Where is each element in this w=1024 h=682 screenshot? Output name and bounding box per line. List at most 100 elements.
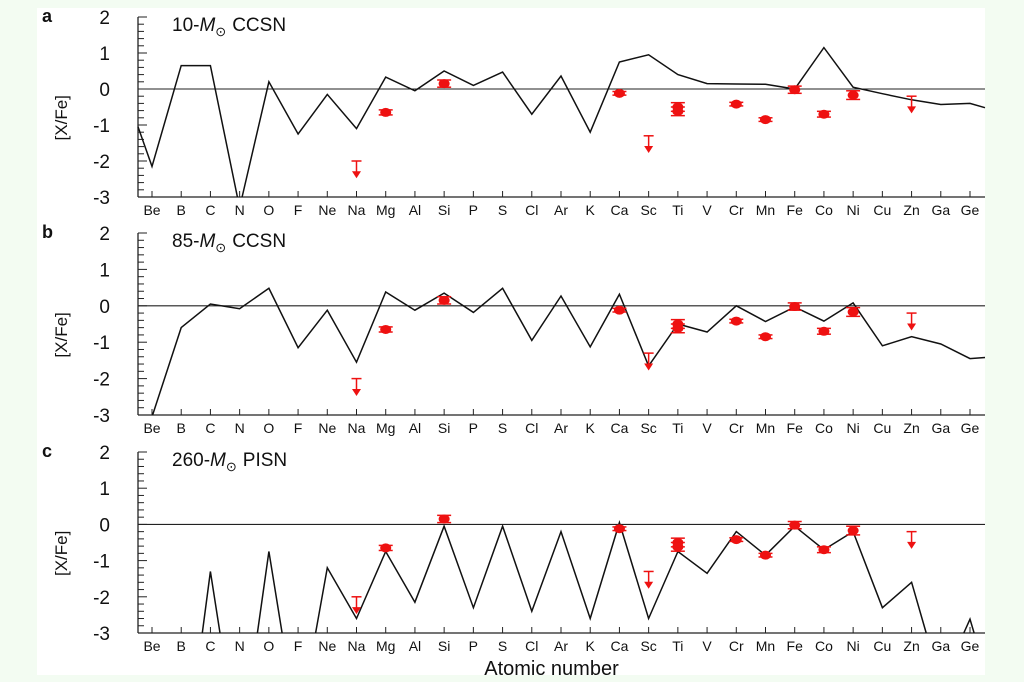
x-tick-label: P xyxy=(469,638,478,654)
x-tick-label: Ni xyxy=(847,638,860,654)
data-point-marker xyxy=(847,307,859,317)
observed-abundance-point xyxy=(758,550,773,560)
upper-limit-marker xyxy=(643,135,654,153)
title-prefix: 260- xyxy=(172,450,210,471)
x-tick-label: Fe xyxy=(787,420,804,436)
x-tick-label: Ni xyxy=(847,420,860,436)
upper-limit-marker xyxy=(351,596,362,615)
x-tick-label: Mn xyxy=(756,202,775,218)
x-tick-label: Ar xyxy=(554,202,568,218)
x-tick-label: Ti xyxy=(672,638,683,654)
x-tick-label: B xyxy=(177,420,186,436)
model-yield-line xyxy=(137,46,986,198)
x-tick-label: Cu xyxy=(873,638,891,654)
y-tick-label: 0 xyxy=(99,297,110,318)
panel-label: b xyxy=(42,222,53,242)
x-tick-label: Si xyxy=(438,202,450,218)
x-tick-label: K xyxy=(586,420,596,436)
title-subscript: ⊙ xyxy=(226,459,237,474)
x-tick-label: Cl xyxy=(525,420,538,436)
x-tick-label: K xyxy=(586,202,596,218)
x-tick-label: Be xyxy=(143,420,160,436)
x-tick-label: S xyxy=(498,202,507,218)
observed-abundance-point xyxy=(670,323,685,334)
x-tick-label: Cu xyxy=(873,420,891,436)
x-tick-label: O xyxy=(263,202,274,218)
observed-abundance-point xyxy=(787,302,802,312)
data-point-marker xyxy=(789,302,801,312)
observed-abundance-point xyxy=(729,535,744,545)
x-tick-label: Ti xyxy=(672,420,683,436)
observed-abundance-point xyxy=(670,541,685,552)
x-tick-label: Mn xyxy=(756,420,775,436)
observed-abundance-point xyxy=(787,520,802,530)
observed-abundance-point xyxy=(846,306,861,318)
x-tick-label: Ne xyxy=(318,202,336,218)
y-tick-label: -2 xyxy=(93,370,110,391)
data-point-marker xyxy=(730,535,742,545)
data-point-marker xyxy=(847,526,859,536)
y-axis-label: [X/Fe] xyxy=(52,95,71,140)
observed-abundance-point xyxy=(437,514,452,524)
x-tick-label: Mn xyxy=(756,638,775,654)
x-tick-label: K xyxy=(586,638,596,654)
x-tick-label: Cu xyxy=(873,202,891,218)
upper-limit-marker xyxy=(351,160,362,179)
x-tick-label: Ca xyxy=(610,420,628,436)
x-tick-label: Zn xyxy=(903,638,919,654)
x-tick-label: Cr xyxy=(729,202,744,218)
x-tick-label: Ne xyxy=(318,420,336,436)
y-tick-label: -3 xyxy=(93,406,110,427)
x-tick-label: O xyxy=(263,638,274,654)
y-tick-label: 0 xyxy=(99,80,110,101)
data-point-marker xyxy=(760,550,771,560)
x-tick-label: Ca xyxy=(610,638,628,654)
down-arrow-icon xyxy=(907,323,917,331)
upper-limit-marker xyxy=(906,312,917,331)
down-arrow-icon xyxy=(352,607,361,615)
x-tick-label: Cr xyxy=(729,638,744,654)
title-subscript: ⊙ xyxy=(215,240,226,255)
panel-a: 210-1-2-3Be B C N O F Ne Na Mg Al Si P S Cl Ar K Ca Sc Ti V… xyxy=(42,6,986,218)
x-tick-label: Sc xyxy=(640,420,656,436)
x-tick-label: C xyxy=(205,420,215,436)
x-tick-label: B xyxy=(177,638,186,654)
panel-title: 10-M⊙ CCSN xyxy=(172,15,286,39)
y-tick-label: 2 xyxy=(99,224,110,245)
observed-abundance-point xyxy=(846,90,861,101)
observed-abundance-point xyxy=(378,107,393,117)
x-tick-label: Co xyxy=(815,202,833,218)
x-tick-label: Ar xyxy=(554,420,568,436)
x-tick-label: P xyxy=(469,202,478,218)
observed-abundance-point xyxy=(378,324,393,334)
x-tick-label: Sc xyxy=(640,638,656,654)
data-point-marker xyxy=(380,543,392,553)
x-tick-label: O xyxy=(263,420,274,436)
x-tick-label: V xyxy=(702,420,712,436)
x-tick-label: Sc xyxy=(640,202,656,218)
panel-title: 260-M⊙ PISN xyxy=(172,450,287,474)
data-point-marker xyxy=(672,323,684,333)
x-tick-label: S xyxy=(498,420,507,436)
x-tick-label: S xyxy=(498,638,507,654)
title-prefix: 85- xyxy=(172,231,199,252)
x-tick-label: F xyxy=(294,420,303,436)
x-tick-label: Cr xyxy=(729,420,744,436)
x-tick-label: Na xyxy=(348,202,366,218)
title-symbol: M xyxy=(210,450,226,471)
panel-label: c xyxy=(42,441,52,461)
x-tick-label: Ga xyxy=(931,638,950,654)
x-tick-label: Be xyxy=(143,638,160,654)
upper-limit-marker xyxy=(351,377,362,396)
title-symbol: M xyxy=(199,15,215,36)
x-tick-label: Al xyxy=(409,638,421,654)
x-tick-label: Cl xyxy=(525,202,538,218)
x-tick-label: Be xyxy=(143,202,160,218)
data-point-marker xyxy=(789,85,801,95)
y-tick-label: 1 xyxy=(99,479,110,500)
observed-abundance-point xyxy=(758,332,773,342)
panel-label: a xyxy=(42,6,53,26)
data-point-marker xyxy=(613,305,625,315)
title-subscript: ⊙ xyxy=(215,24,226,39)
